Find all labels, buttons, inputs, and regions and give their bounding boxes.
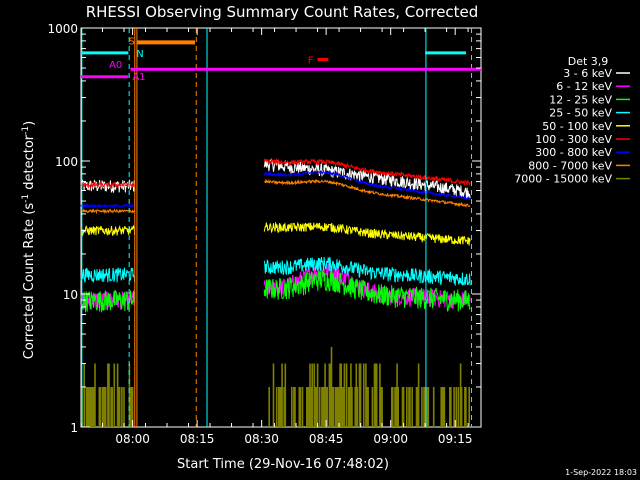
marker-label-a0: A0: [109, 60, 122, 71]
series-25-50-kev: [80, 256, 471, 287]
marker-label-n: N: [136, 49, 143, 60]
y-axis-label-sup1: -1: [21, 194, 31, 203]
x-axis-label: Start Time (29-Nov-16 07:48:02): [177, 457, 389, 472]
y-axis-label-sup2: -1: [21, 126, 31, 135]
y-axis-label: Corrected Count Rate (s-1 detector-1): [21, 121, 37, 359]
series-100-300-kev: [80, 157, 471, 190]
legend-label: 12 - 25 keV: [549, 93, 612, 106]
series-line: [80, 256, 471, 287]
x-tick-label: 09:00: [373, 432, 408, 446]
x-tick-label: 09:15: [438, 432, 473, 446]
y-axis-label-mid: detector: [22, 134, 37, 194]
x-tick-label: 08:00: [115, 432, 150, 446]
legend-label: 7000 - 15000 keV: [514, 173, 612, 186]
legend-label: 6 - 12 keV: [556, 80, 612, 93]
x-tick-label: 08:30: [244, 432, 279, 446]
y-axis-label-main: Corrected Count Rate (s: [22, 203, 37, 360]
series-bars: [81, 346, 470, 427]
axes-layer: 08:00 08:15 08:30 08:45 09:00 09:15 1 10 100 1000: [47, 22, 481, 446]
footer-timestamp: 1-Sep-2022 18:03: [565, 468, 637, 477]
legend-title: Det 3,9: [568, 55, 609, 68]
x-tick-label: 08:15: [180, 432, 215, 446]
legend-label: 25 - 50 keV: [549, 107, 612, 120]
chart-title: RHESSI Observing Summary Count Rates, Co…: [86, 3, 479, 21]
series-300-800-kev: [80, 170, 471, 210]
series-50-100-kev: [80, 221, 471, 246]
y-tick-label: 1000: [47, 22, 78, 36]
series-7000-15000-kev: [81, 346, 470, 427]
marker-label-s: S: [129, 36, 135, 47]
legend-label: 300 - 800 keV: [535, 146, 612, 159]
x-tick-label: 08:45: [309, 432, 344, 446]
y-tick-label: 100: [55, 155, 78, 169]
series-line: [80, 178, 471, 215]
y-tick-label: 10: [63, 288, 78, 302]
legend-label: 3 - 6 keV: [563, 67, 612, 80]
y-tick-label: 1: [70, 421, 78, 435]
series-12-25-kev: [80, 268, 471, 313]
legend-label: 50 - 100 keV: [542, 120, 612, 133]
series-line: [80, 157, 471, 190]
marker-label-a1: A1: [132, 72, 145, 83]
series-800-7000-kev: [80, 178, 471, 215]
series-line: [80, 268, 471, 313]
series-line: [80, 221, 471, 246]
y-axis-label-end: ): [22, 121, 37, 126]
legend-label: 800 - 7000 keV: [528, 159, 612, 172]
series-layer: [80, 157, 471, 427]
series-line: [80, 170, 471, 210]
legend-label: 100 - 300 keV: [535, 133, 612, 146]
marker-label-f: F: [308, 55, 314, 66]
marker-layer: SN A0 A1 F: [81, 28, 481, 427]
